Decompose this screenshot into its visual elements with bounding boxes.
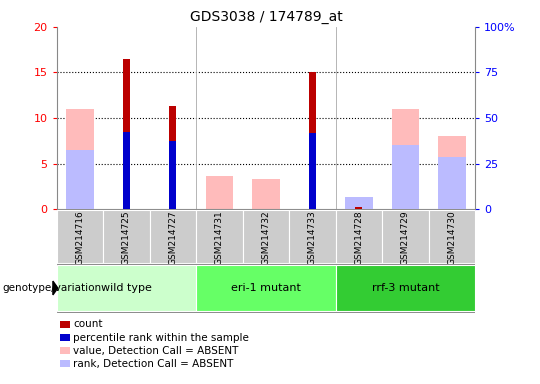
- Bar: [197, 210, 242, 263]
- Text: rrf-3 mutant: rrf-3 mutant: [372, 283, 439, 293]
- Bar: [438, 136, 466, 209]
- Bar: [206, 175, 233, 209]
- Bar: [336, 210, 382, 263]
- Bar: [170, 106, 177, 209]
- Bar: [429, 210, 475, 263]
- Polygon shape: [53, 281, 58, 295]
- Text: genotype/variation: genotype/variation: [3, 283, 102, 293]
- Bar: [66, 109, 94, 209]
- Text: wild type: wild type: [101, 283, 152, 293]
- Bar: [289, 210, 335, 263]
- Bar: [150, 210, 196, 263]
- Bar: [57, 265, 196, 311]
- Bar: [57, 210, 103, 263]
- Text: eri-1 mutant: eri-1 mutant: [231, 283, 301, 293]
- Bar: [309, 133, 316, 209]
- Bar: [355, 207, 362, 209]
- Bar: [123, 59, 130, 209]
- Bar: [252, 179, 280, 209]
- Text: value, Detection Call = ABSENT: value, Detection Call = ABSENT: [73, 346, 238, 356]
- Text: count: count: [73, 319, 103, 329]
- Text: GSM214725: GSM214725: [122, 210, 131, 265]
- Bar: [392, 146, 420, 209]
- Title: GDS3038 / 174789_at: GDS3038 / 174789_at: [190, 10, 342, 25]
- Text: GSM214732: GSM214732: [261, 210, 271, 265]
- Text: GSM214716: GSM214716: [76, 210, 84, 265]
- Bar: [103, 210, 150, 263]
- Text: GSM214731: GSM214731: [215, 210, 224, 265]
- Bar: [392, 109, 420, 209]
- Text: GSM214733: GSM214733: [308, 210, 317, 265]
- Text: GSM214730: GSM214730: [448, 210, 456, 265]
- Bar: [243, 210, 289, 263]
- Text: percentile rank within the sample: percentile rank within the sample: [73, 333, 249, 343]
- Bar: [345, 197, 373, 209]
- Bar: [66, 150, 94, 209]
- Bar: [336, 265, 475, 311]
- Text: GSM214727: GSM214727: [168, 210, 178, 265]
- Text: rank, Detection Call = ABSENT: rank, Detection Call = ABSENT: [73, 359, 233, 369]
- Bar: [123, 132, 130, 209]
- Text: GSM214728: GSM214728: [354, 210, 363, 265]
- Bar: [382, 210, 429, 263]
- Text: GSM214729: GSM214729: [401, 210, 410, 265]
- Bar: [170, 141, 177, 209]
- Bar: [438, 157, 466, 209]
- Bar: [197, 265, 335, 311]
- Bar: [309, 71, 316, 209]
